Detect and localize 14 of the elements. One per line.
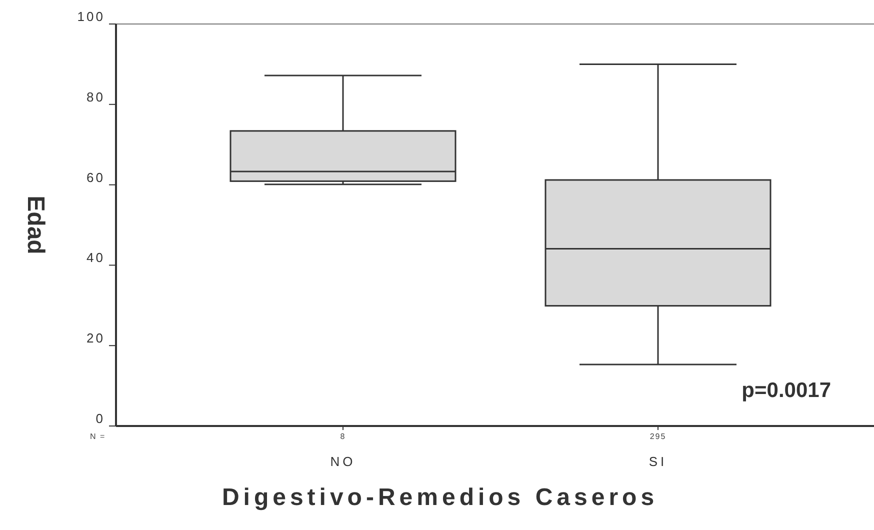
x-tick-label: SI	[648, 454, 668, 469]
x-axis-title: Digestivo-Remedios Caseros	[222, 484, 658, 511]
y-axis-title: Edad	[22, 196, 49, 254]
annotation: p=0.0017	[742, 379, 831, 402]
text: N =	[90, 432, 106, 441]
text: 8	[340, 432, 346, 441]
x-tick-label: NO	[330, 454, 356, 469]
y-tick-label: 0	[96, 411, 105, 426]
y-tick-label: 20	[86, 330, 105, 346]
y-tick-label: 80	[86, 89, 105, 104]
y-tick-label: 100	[77, 9, 105, 24]
y-tick-label: 60	[86, 170, 105, 185]
y-tick-label: 40	[86, 250, 105, 266]
text: 295	[650, 432, 666, 441]
